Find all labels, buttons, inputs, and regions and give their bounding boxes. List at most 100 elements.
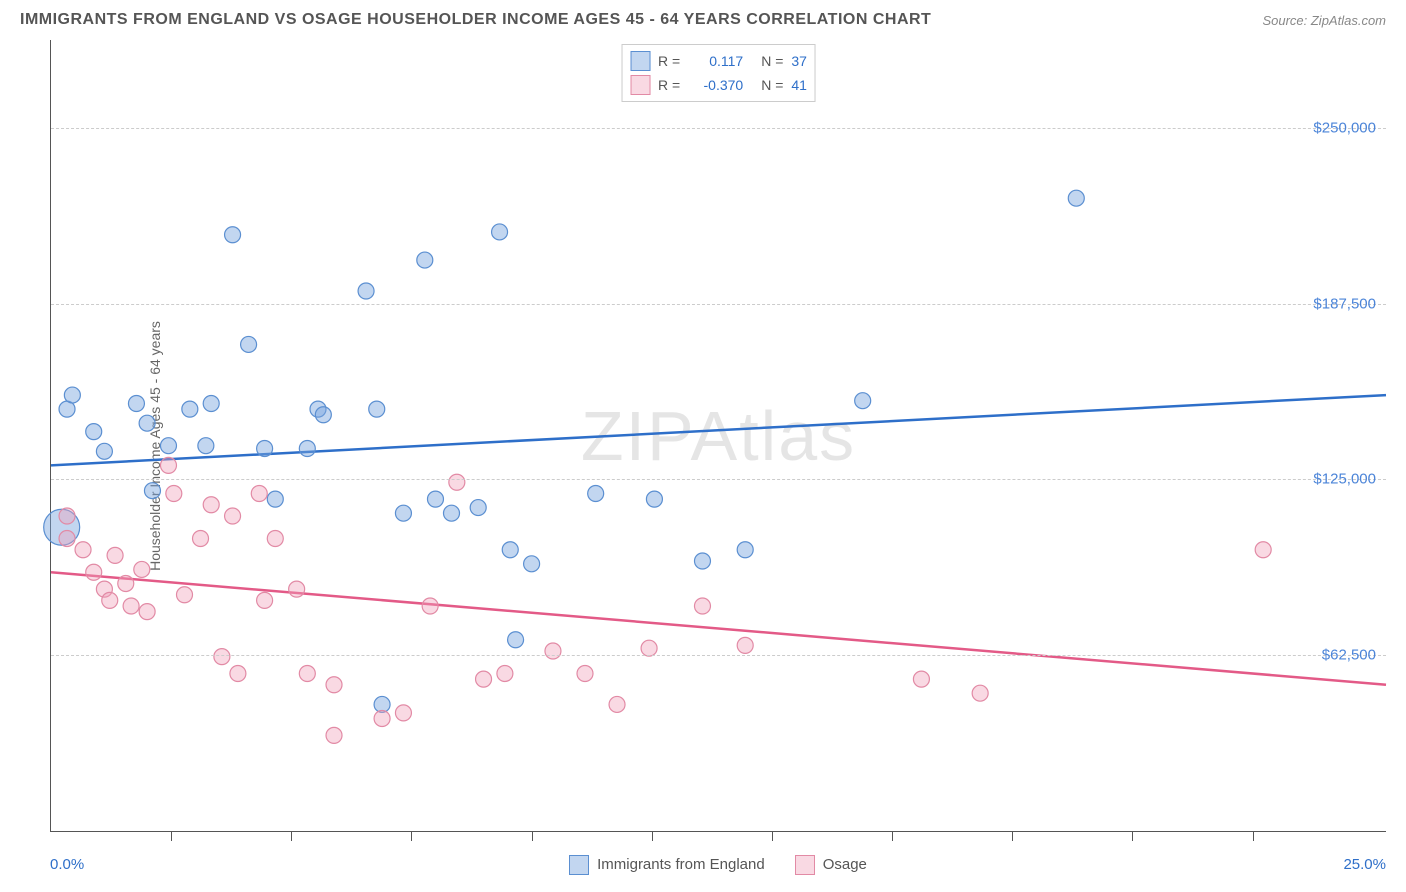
legend-item-england: Immigrants from England (569, 855, 765, 875)
data-point-england (299, 441, 315, 457)
data-point-england (502, 542, 518, 558)
data-point-england (417, 252, 433, 268)
r-label: R = (658, 53, 680, 69)
data-point-england (241, 336, 257, 352)
data-point-england (315, 407, 331, 423)
data-point-osage (257, 592, 273, 608)
data-point-osage (449, 474, 465, 490)
data-point-osage (289, 581, 305, 597)
gridline-h (51, 128, 1386, 129)
data-point-osage (102, 592, 118, 608)
data-point-osage (225, 508, 241, 524)
y-tick-label: $187,500 (1313, 295, 1376, 312)
england-swatch-top (630, 51, 650, 71)
data-point-england (369, 401, 385, 417)
data-point-osage (476, 671, 492, 687)
r-value: 0.117 (688, 53, 743, 69)
y-tick-label: $62,500 (1322, 647, 1376, 664)
data-point-osage (160, 457, 176, 473)
data-point-england (144, 483, 160, 499)
england-swatch (569, 855, 589, 875)
data-point-england (64, 387, 80, 403)
data-point-england (139, 415, 155, 431)
data-point-osage (139, 604, 155, 620)
data-point-england (524, 556, 540, 572)
data-point-osage (203, 497, 219, 513)
data-point-osage (972, 685, 988, 701)
osage-swatch-top (630, 75, 650, 95)
data-point-osage (118, 576, 134, 592)
data-point-osage (75, 542, 91, 558)
data-point-osage (545, 643, 561, 659)
correlation-legend: R = 0.117 N = 37 R = -0.370 N = 41 (621, 44, 816, 102)
plot-area: ZIPAtlas R =0.117N =37R =-0.370N =41 $62… (50, 40, 1386, 832)
data-point-osage (326, 677, 342, 693)
gridline-h (51, 655, 1386, 656)
data-point-england (737, 542, 753, 558)
n-label: N = (761, 53, 783, 69)
data-point-england (588, 486, 604, 502)
data-point-osage (422, 598, 438, 614)
data-point-osage (1255, 542, 1271, 558)
data-point-osage (123, 598, 139, 614)
data-point-osage (737, 637, 753, 653)
source-attribution: Source: ZipAtlas.com (1262, 13, 1386, 28)
data-point-osage (641, 640, 657, 656)
data-point-osage (267, 531, 283, 547)
correlation-row-england: R = 0.117 N = 37 (630, 49, 807, 73)
r-value: -0.370 (688, 77, 743, 93)
data-point-osage (214, 649, 230, 665)
data-point-osage (609, 696, 625, 712)
chart-title: IMMIGRANTS FROM ENGLAND VS OSAGE HOUSEHO… (20, 11, 931, 29)
data-point-osage (86, 564, 102, 580)
trend-line-england (51, 395, 1386, 465)
data-point-osage (913, 671, 929, 687)
data-point-osage (59, 531, 75, 547)
data-point-england (508, 632, 524, 648)
x-axis-min-label: 0.0% (50, 856, 84, 873)
data-point-osage (193, 531, 209, 547)
legend-label-osage: Osage (823, 856, 867, 873)
data-point-england (257, 441, 273, 457)
data-point-england (427, 491, 443, 507)
data-point-osage (251, 486, 267, 502)
data-point-england (395, 505, 411, 521)
data-point-osage (107, 547, 123, 563)
data-point-england (855, 393, 871, 409)
data-point-england (267, 491, 283, 507)
n-value: 37 (791, 53, 807, 69)
n-label: N = (761, 77, 783, 93)
data-point-england (182, 401, 198, 417)
data-point-osage (497, 666, 513, 682)
data-point-england (160, 438, 176, 454)
data-point-england (358, 283, 374, 299)
data-point-england (444, 505, 460, 521)
data-point-england (492, 224, 508, 240)
r-label: R = (658, 77, 680, 93)
legend-item-osage: Osage (795, 855, 867, 875)
x-axis-max-label: 25.0% (1343, 856, 1386, 873)
data-point-osage (374, 711, 390, 727)
data-point-england (198, 438, 214, 454)
gridline-h (51, 304, 1386, 305)
y-tick-label: $125,000 (1313, 471, 1376, 488)
data-point-england (203, 396, 219, 412)
data-point-osage (326, 727, 342, 743)
data-point-osage (177, 587, 193, 603)
data-point-england (128, 396, 144, 412)
correlation-row-osage: R = -0.370 N = 41 (630, 73, 807, 97)
data-point-england (694, 553, 710, 569)
n-value: 41 (791, 77, 807, 93)
data-point-osage (299, 666, 315, 682)
x-axis-legend: 0.0% Immigrants from England Osage 25.0% (50, 837, 1386, 892)
data-point-osage (134, 561, 150, 577)
data-point-osage (166, 486, 182, 502)
data-point-osage (230, 666, 246, 682)
data-point-england (646, 491, 662, 507)
data-point-osage (694, 598, 710, 614)
scatter-plot-svg (51, 40, 1386, 831)
data-point-osage (395, 705, 411, 721)
data-point-osage (577, 666, 593, 682)
data-point-england (86, 424, 102, 440)
data-point-england (225, 227, 241, 243)
